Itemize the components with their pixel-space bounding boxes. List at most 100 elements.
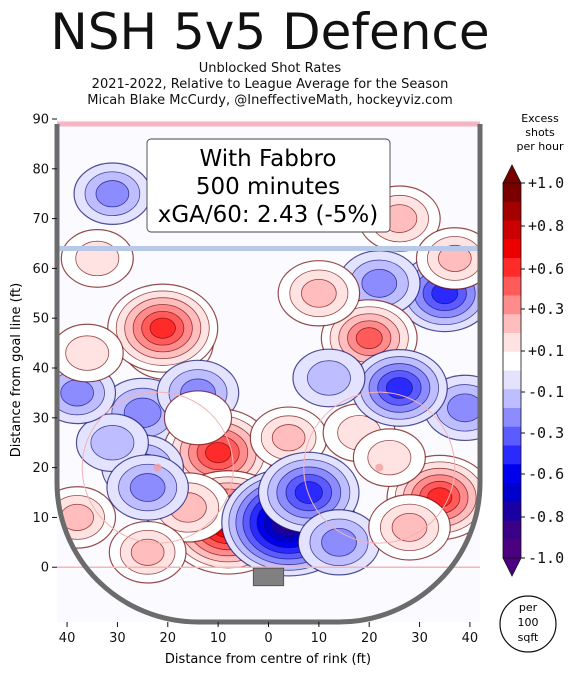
colorbar-segment (503, 183, 521, 203)
x-tick-label: 30 (109, 631, 126, 646)
y-tick-label: 60 (32, 262, 49, 277)
colorbar-tick-label: +0.6 (528, 260, 564, 278)
heat-blob (75, 413, 149, 473)
colorbar-segment (503, 314, 521, 334)
heat-contour (306, 360, 351, 396)
heat-blob (73, 162, 152, 225)
colorbar-segment (503, 333, 521, 353)
y-tick-label: 30 (32, 411, 49, 426)
heat-contour (163, 390, 233, 446)
colorbar-tick-label: +1.0 (528, 174, 564, 192)
colorbar-title-3: per hour (517, 140, 564, 153)
annotation-line-3: xGA/60: 2.43 (-5%) (158, 202, 379, 228)
colorbar-segment (503, 295, 521, 315)
faceoff-dot (153, 463, 162, 472)
colorbar-title-2: shots (525, 126, 555, 139)
unit-line-3: sqft (518, 631, 539, 644)
heat-contour (149, 317, 176, 339)
colorbar-tick-label: +0.8 (528, 217, 564, 235)
heat-contour (447, 393, 480, 423)
heat-blob (163, 390, 233, 446)
heat-contour (321, 527, 357, 557)
subtitle-line-2: 2021-2022, Relative to League Average fo… (91, 77, 449, 92)
colorbar-bottom-arrow (502, 557, 522, 577)
unit-line-1: per (519, 601, 538, 614)
y-tick-label: 80 (32, 162, 49, 177)
heat-blob (297, 509, 381, 576)
colorbar-segment (503, 258, 521, 278)
x-tick-label: 20 (160, 631, 177, 646)
colorbar-segment (503, 276, 521, 296)
colorbar-segment (503, 464, 521, 484)
colorbar-segment (503, 501, 521, 521)
goal-net (252, 567, 285, 587)
faceoff-circle (303, 391, 456, 544)
y-tick-label: 70 (32, 212, 49, 227)
heat-blob (57, 486, 117, 549)
y-tick-label: 10 (32, 511, 49, 526)
colorbar-segment (503, 389, 521, 409)
colorbar-tick-label: -1.0 (528, 549, 564, 567)
y-tick-label: 90 (32, 113, 49, 128)
y-tick-label: 0 (41, 561, 49, 576)
y-tick-label: 40 (32, 362, 49, 377)
x-tick-label: 10 (210, 631, 227, 646)
heat-blob (352, 428, 426, 488)
heat-contour (355, 327, 383, 349)
heat-contour (65, 335, 110, 371)
y-axis-label: Distance from goal line (ft) (9, 283, 24, 457)
chart-title: NSH 5v5 Defence (50, 3, 490, 61)
heat-blob (60, 229, 134, 288)
heat-contour (391, 513, 428, 542)
heatmap-layer (57, 162, 480, 584)
heat-blob (415, 227, 480, 290)
heat-contour (90, 425, 135, 461)
colorbar-top-arrow (502, 164, 522, 184)
y-tick-label: 20 (32, 461, 49, 476)
x-tick-label: 0 (264, 631, 272, 646)
x-tick-label: 30 (411, 631, 428, 646)
colorbar-segment (503, 370, 521, 390)
unit-line-2: 100 (518, 616, 539, 629)
heat-contour (60, 379, 94, 407)
colorbar-tick-label: -0.8 (528, 508, 564, 526)
colorbar-segment (503, 220, 521, 240)
colorbar-tick-label: +0.3 (528, 300, 564, 318)
heat-blob (57, 323, 124, 383)
y-tick-label: 50 (32, 312, 49, 327)
unit-circle: per 100 sqft (499, 595, 557, 653)
annotation-line-2: 500 minutes (196, 174, 340, 200)
heat-blob (368, 494, 451, 561)
colorbar-segment (503, 426, 521, 446)
faceoff-dot (375, 463, 384, 472)
x-tick-label: 20 (361, 631, 378, 646)
colorbar-segment (503, 539, 521, 559)
x-axis-label: Distance from centre of rink (ft) (165, 652, 371, 667)
heat-blob (277, 260, 361, 327)
heat-contour (367, 439, 412, 476)
heat-contour (95, 180, 130, 208)
x-tick-label: 10 (311, 631, 328, 646)
colorbar-segment (503, 201, 521, 221)
colorbar-frame (502, 182, 522, 559)
colorbar-segment (503, 351, 521, 371)
heat-contour (130, 538, 165, 566)
colorbar-segment (503, 483, 521, 503)
heat-contour (301, 278, 337, 308)
heat-contour (129, 473, 166, 502)
colorbar-segment (503, 408, 521, 428)
heat-contour (361, 268, 398, 298)
colorbar-tick-label: +0.1 (528, 342, 564, 360)
x-tick-label: 40 (59, 631, 76, 646)
faceoff-circle (81, 391, 234, 544)
heat-contour (205, 442, 232, 464)
heat-blob (108, 520, 187, 584)
heat-blob (106, 454, 189, 521)
colorbar-title-1: Excess (521, 112, 559, 125)
x-tick-label: 40 (462, 631, 479, 646)
heat-blob (292, 348, 366, 408)
heat-contour (271, 424, 306, 452)
colorbar-segment (503, 520, 521, 540)
colorbar-tick-label: -0.1 (528, 383, 564, 401)
